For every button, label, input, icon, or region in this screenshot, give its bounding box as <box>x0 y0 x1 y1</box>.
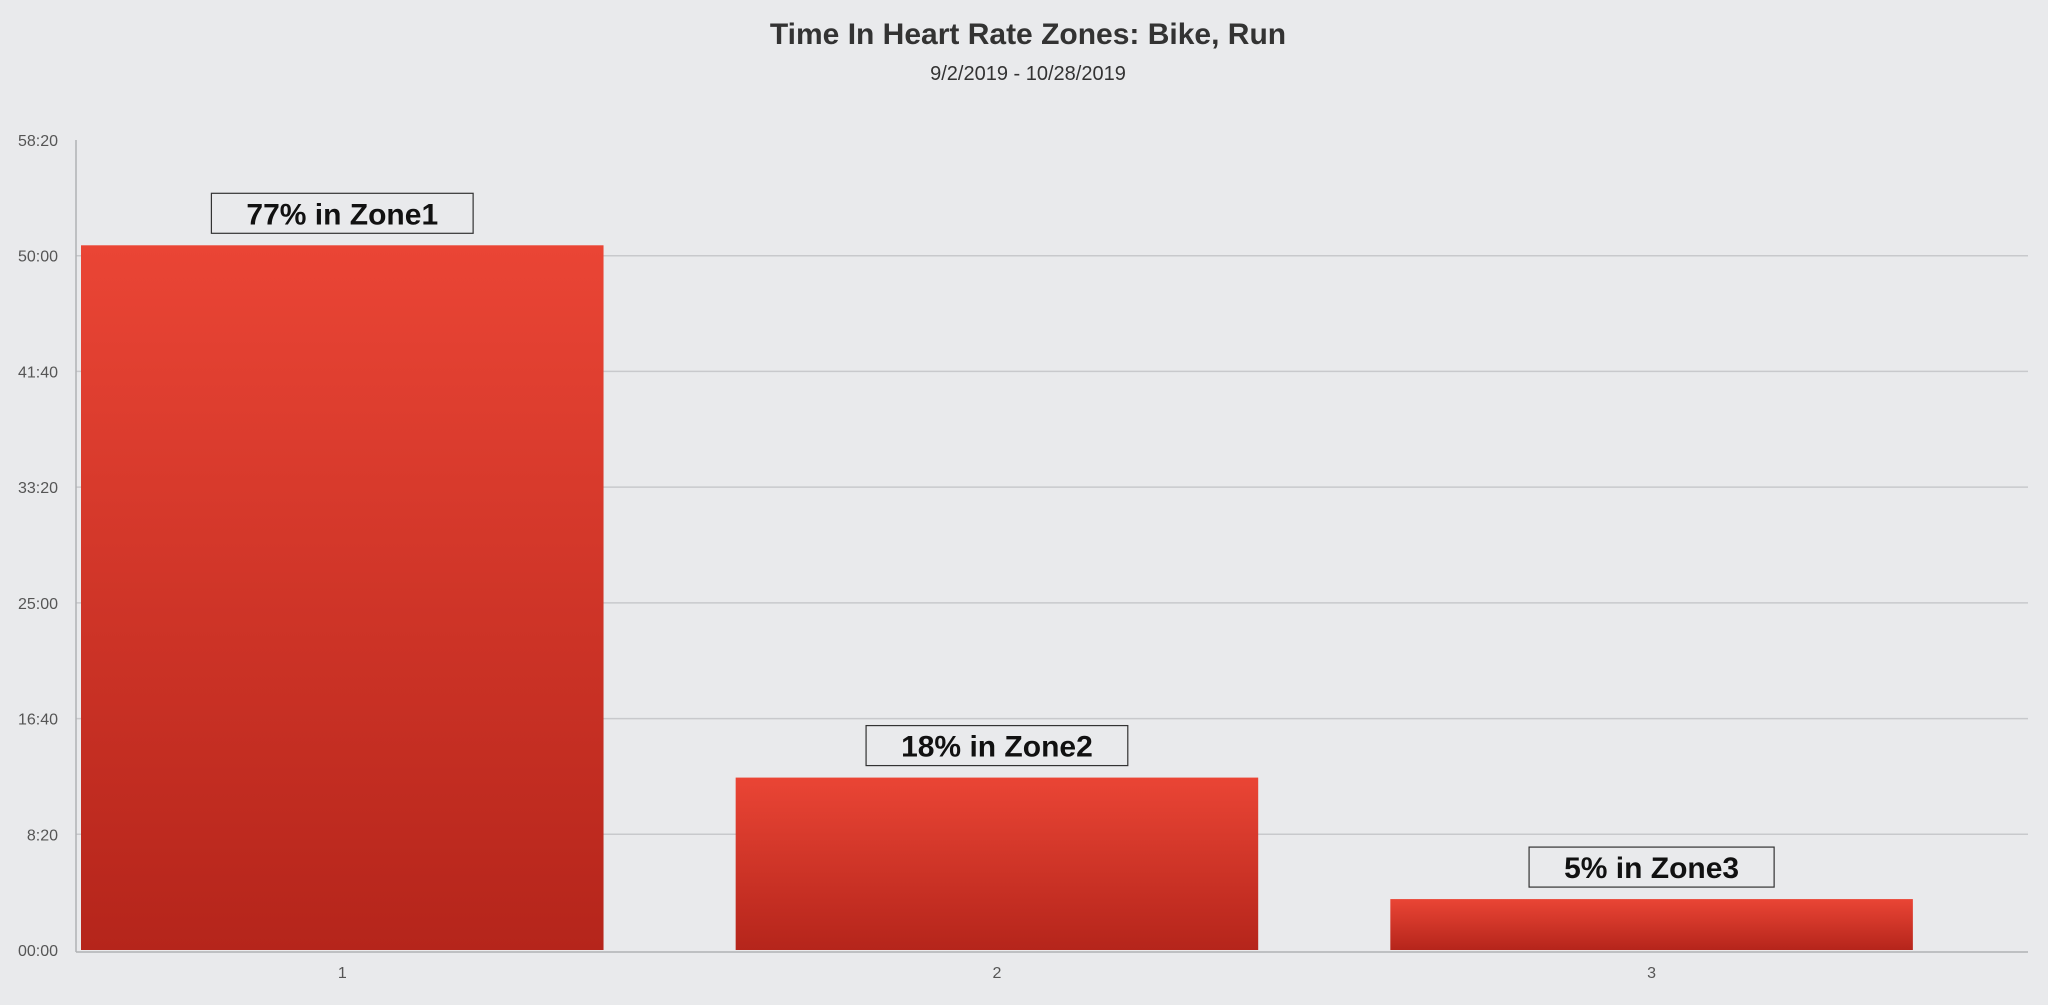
data-label: 77% in Zone1 <box>246 198 438 231</box>
bar-zone-3 <box>1390 899 1913 950</box>
bars <box>81 245 1913 951</box>
data-label: 5% in Zone3 <box>1564 852 1739 885</box>
axes <box>75 140 2028 953</box>
data-label: 18% in Zone2 <box>901 731 1093 764</box>
data-label-box <box>1528 846 1775 888</box>
chart-subtitle: 9/2/2019 - 10/28/2019 <box>930 63 1126 85</box>
y-tick-label: 50:00 <box>18 249 58 266</box>
y-tick-label: 8:20 <box>27 827 58 844</box>
bar-zone-2 <box>735 777 1259 950</box>
y-tick-label: 58:20 <box>18 133 58 150</box>
bar-zone-1 <box>81 245 604 951</box>
x-tick-label: 2 <box>992 965 1001 982</box>
y-axis-tick-labels: 00:00 8:20 16:40 25:00 33:20 41:40 50:00 58:20 <box>18 133 58 960</box>
y-tick-label: 16:40 <box>18 712 58 729</box>
y-tick-label: 33:20 <box>18 480 58 497</box>
y-tick-label: 00:00 <box>18 943 58 960</box>
y-tick-label: 25:00 <box>18 596 58 613</box>
data-labels: 77% in Zone1 18% in Zone2 5% in Zone3 <box>210 192 1775 888</box>
chart-title: Time In Heart Rate Zones: Bike, Run <box>770 18 1286 51</box>
data-label-box <box>865 724 1129 767</box>
y-tick-label: 41:40 <box>18 364 58 381</box>
data-label-box <box>210 192 474 234</box>
x-tick-label: 3 <box>1647 965 1656 982</box>
x-tick-label: 1 <box>338 965 347 982</box>
x-axis-tick-labels: 1 2 3 <box>338 965 1656 982</box>
